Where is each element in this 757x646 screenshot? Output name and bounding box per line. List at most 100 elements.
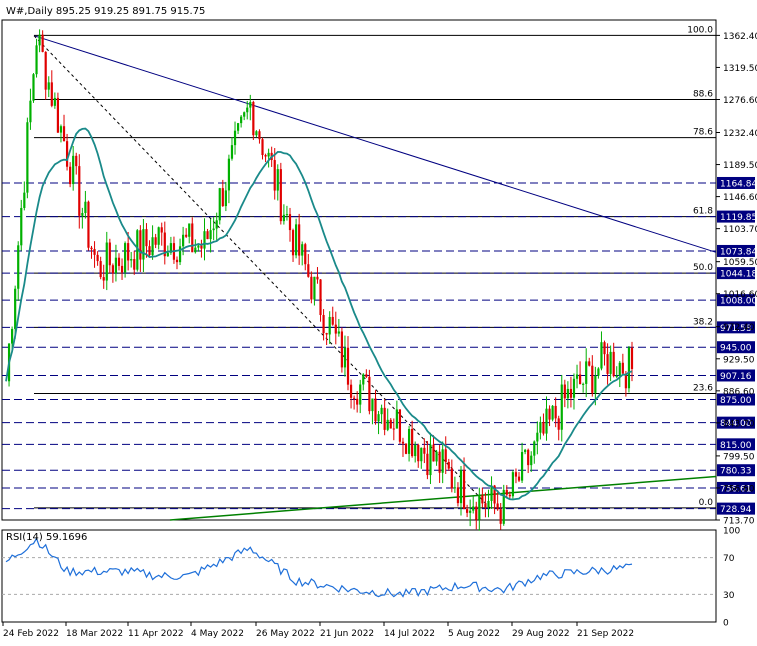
candle-body: [600, 342, 603, 369]
time-tick-label: 21 Jun 2022: [320, 629, 374, 639]
candle-body: [93, 249, 96, 255]
candle-body: [127, 243, 130, 261]
candle-body: [87, 201, 90, 248]
candle-body: [398, 409, 402, 442]
candle-body: [490, 485, 493, 501]
candle-body: [11, 329, 14, 344]
candle-body: [524, 449, 527, 453]
candle-body: [325, 333, 328, 335]
level-label-box: [717, 502, 755, 515]
candle-body: [569, 388, 573, 398]
candle-body: [462, 470, 466, 510]
candle-body: [520, 452, 524, 481]
candle-body: [496, 503, 499, 510]
candle-body: [411, 428, 414, 457]
candle-body: [337, 331, 340, 334]
candle-body: [236, 123, 240, 131]
candle-body: [264, 155, 267, 157]
candle-body: [487, 500, 490, 508]
candle-body: [478, 495, 481, 520]
candle-body: [444, 449, 447, 462]
candle-body: [359, 384, 362, 405]
candle-body: [96, 254, 99, 262]
level-label: 756.61: [720, 484, 752, 494]
candle-body: [194, 247, 197, 253]
price-tick-label: 929.50: [723, 355, 755, 365]
candle-body: [389, 419, 392, 429]
candle-body: [175, 259, 179, 263]
candle-body: [267, 152, 270, 157]
rsi-axis-label: 100: [723, 527, 740, 537]
time-tick-label: 11 Apr 2022: [128, 629, 184, 639]
candle-body: [166, 252, 169, 257]
candle-body: [380, 407, 383, 415]
candle-body: [624, 373, 627, 389]
time-tick-label: 14 Jul 2022: [384, 629, 435, 639]
candle-body: [606, 354, 609, 374]
candle-body: [81, 212, 84, 216]
candle-body: [527, 449, 530, 466]
rsi-axis-label: 70: [723, 554, 735, 564]
level-label: 945.00: [720, 344, 752, 354]
price-panel-frame: [1, 19, 717, 521]
candle-body: [582, 383, 585, 385]
candle-body: [499, 509, 502, 524]
candle-body: [142, 229, 145, 260]
candle-body: [130, 259, 133, 261]
candle-body: [111, 265, 114, 274]
candle-body: [585, 361, 588, 384]
candle-body: [221, 188, 224, 207]
candle-body: [395, 409, 398, 429]
candle-body: [627, 347, 631, 389]
candle-body: [44, 51, 47, 90]
candle-body: [188, 223, 191, 237]
candle-body: [163, 232, 166, 257]
candle-body: [377, 414, 380, 422]
candle-body: [475, 506, 478, 520]
candle-body: [374, 398, 377, 422]
candle-body: [505, 489, 508, 495]
candle-body: [154, 237, 157, 245]
candle-body: [294, 224, 298, 256]
candle-body: [258, 131, 261, 140]
candle-body: [328, 316, 331, 335]
candle-body: [191, 223, 194, 253]
candle-body: [594, 375, 597, 393]
candle-body: [243, 112, 246, 117]
candle-body: [273, 160, 276, 191]
rsi-axis-label: 30: [723, 591, 735, 601]
candle-body: [310, 276, 313, 300]
candle-body: [182, 234, 185, 247]
candle-body: [346, 347, 350, 385]
level-label: 907.16: [720, 372, 752, 382]
time-tick-label: 18 Mar 2022: [66, 629, 123, 639]
candle-body: [438, 451, 441, 473]
candle-body: [197, 245, 200, 248]
candle-body: [530, 455, 533, 466]
level-label-box: [717, 438, 755, 451]
candle-body: [612, 351, 615, 377]
fib-level-label: 38.2: [693, 317, 713, 327]
candle-body: [316, 276, 319, 280]
candle-body: [23, 192, 26, 208]
candle-body: [285, 214, 289, 216]
candle-body: [566, 388, 569, 399]
price-tick-label: 1103.70: [723, 225, 757, 235]
candle-body: [343, 347, 347, 368]
time-tick-label: 4 May 2022: [191, 629, 244, 639]
fib-level-label: 61.8: [693, 207, 713, 217]
candle-body: [72, 155, 75, 185]
fib-diagonal-line: [33, 35, 491, 509]
candle-body: [481, 495, 484, 504]
candle-body: [120, 265, 124, 273]
candle-body: [20, 207, 23, 246]
price-tick-label: 886.60: [723, 387, 755, 397]
candle-body: [368, 376, 371, 412]
candle-body: [17, 245, 20, 289]
level-label: 1073.84: [720, 247, 757, 257]
candle-body: [340, 331, 344, 368]
candle-body: [502, 489, 505, 524]
candle-body: [511, 472, 515, 497]
candle-body: [365, 374, 368, 377]
time-tick-label: 24 Feb 2022: [3, 629, 59, 639]
